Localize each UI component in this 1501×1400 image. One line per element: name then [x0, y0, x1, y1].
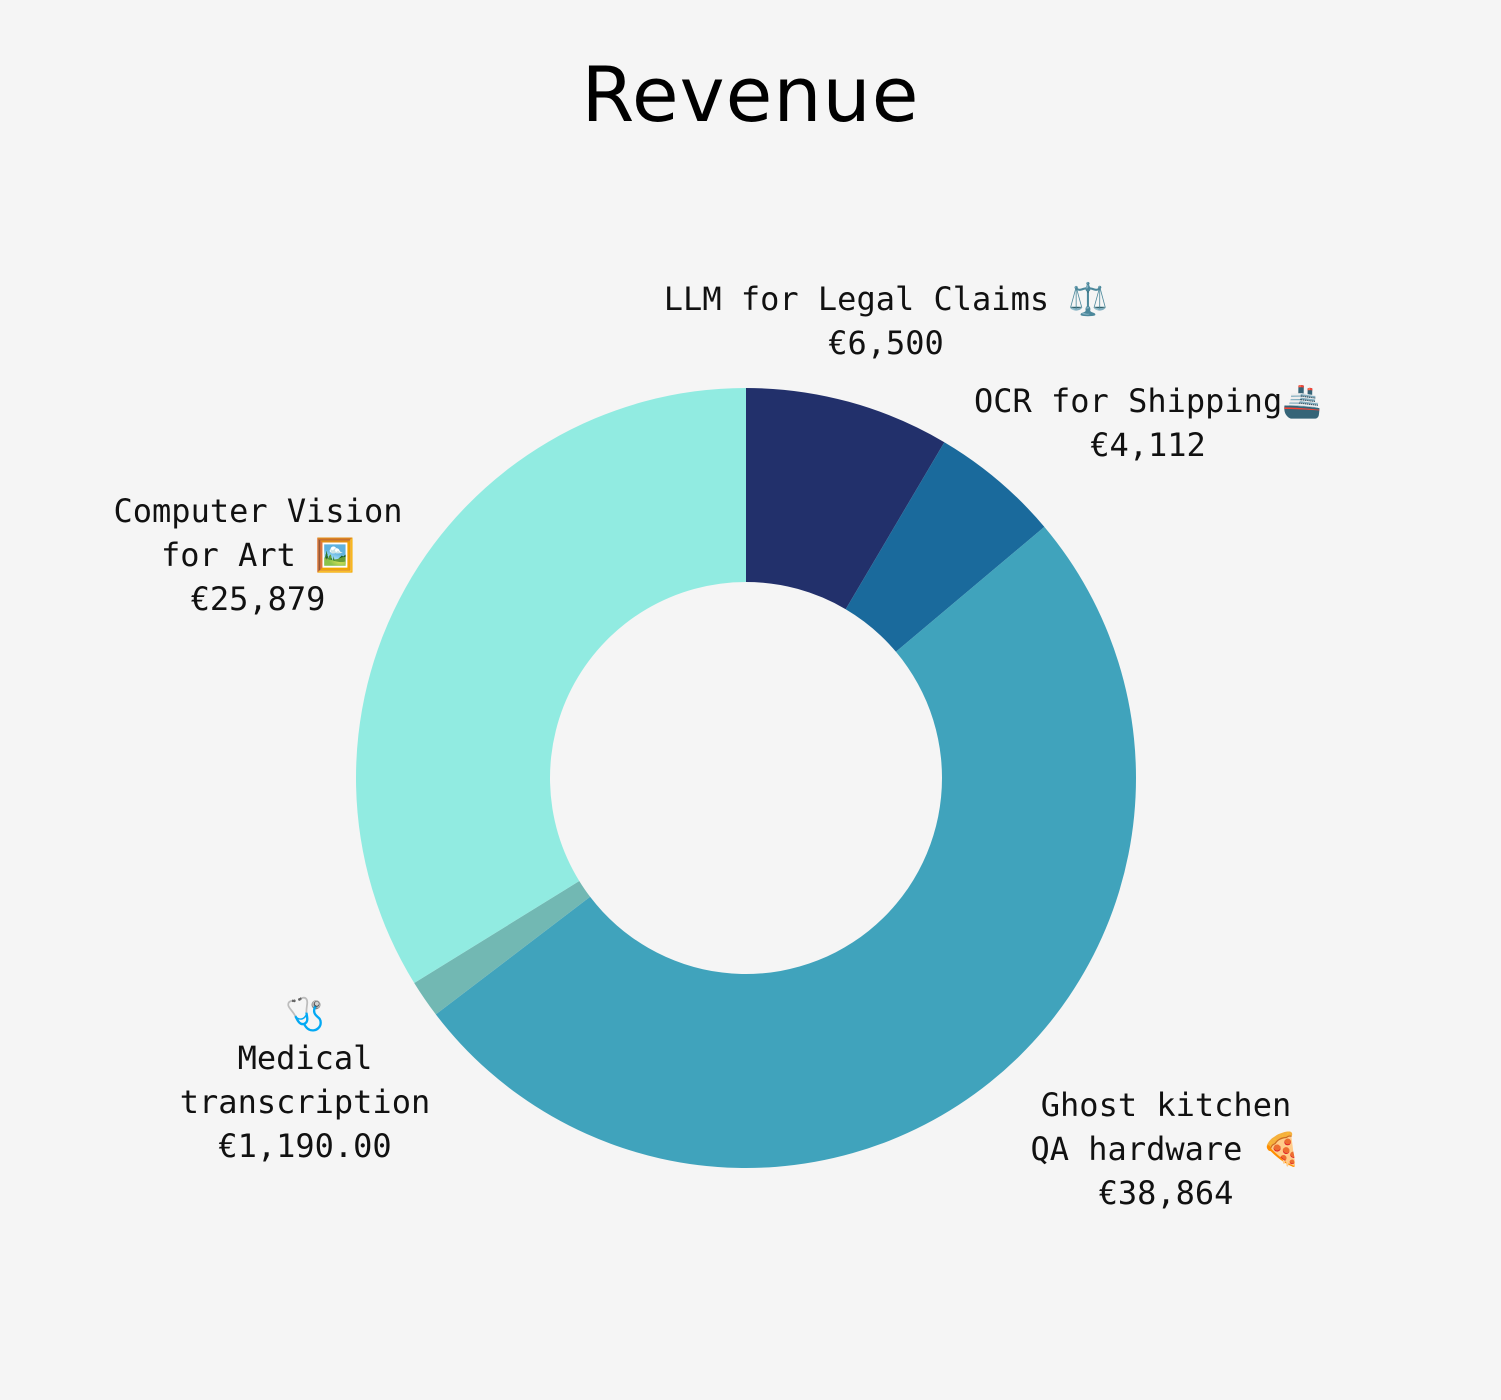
slice-label-3: 🩺 Medical transcription €1,190.00: [180, 995, 430, 1165]
slice-value-4: €25,879: [191, 580, 326, 618]
donut-slices: [356, 388, 1136, 1168]
slice-label-4: Computer Vision for Art 🖼️ €25,879: [114, 492, 403, 618]
slice-value-0: €6,500: [828, 324, 944, 362]
slice-label-line-2: Ghost kitchen: [1041, 1086, 1291, 1124]
chart-title: Revenue: [581, 50, 920, 139]
slice-label-line-1: OCR for Shipping🚢: [974, 382, 1322, 420]
slice-labels: LLM for Legal Claims ⚖️ €6,500 OCR for Shi…: [114, 280, 1323, 1212]
slice-label-1: OCR for Shipping🚢 €4,112: [974, 382, 1322, 464]
slice-label-line-2: QA hardware 🍕: [1030, 1130, 1301, 1168]
slice-label-line-3: transcription: [180, 1083, 430, 1121]
slice-label-line-0: LLM for Legal Claims ⚖️: [664, 280, 1108, 318]
donut-slice-4: [356, 388, 746, 984]
slice-label-line-3: Medical: [238, 1039, 373, 1077]
donut-slice-0: [746, 388, 945, 610]
donut-slice-2: [435, 526, 1136, 1168]
slice-value-2: €38,864: [1099, 1174, 1234, 1212]
slice-label-2: Ghost kitchen QA hardware 🍕 €38,864: [1030, 1086, 1301, 1212]
slice-label-line-3: 🩺: [285, 995, 325, 1033]
slice-label-0: LLM for Legal Claims ⚖️ €6,500: [664, 280, 1108, 362]
donut-slice-1: [845, 442, 1045, 652]
donut-slice-3: [414, 881, 591, 1015]
slice-value-3: €1,190.00: [218, 1127, 391, 1165]
slice-label-line-4: Computer Vision: [114, 492, 403, 530]
slice-value-1: €4,112: [1090, 426, 1206, 464]
slice-label-line-4: for Art 🖼️: [161, 536, 355, 574]
